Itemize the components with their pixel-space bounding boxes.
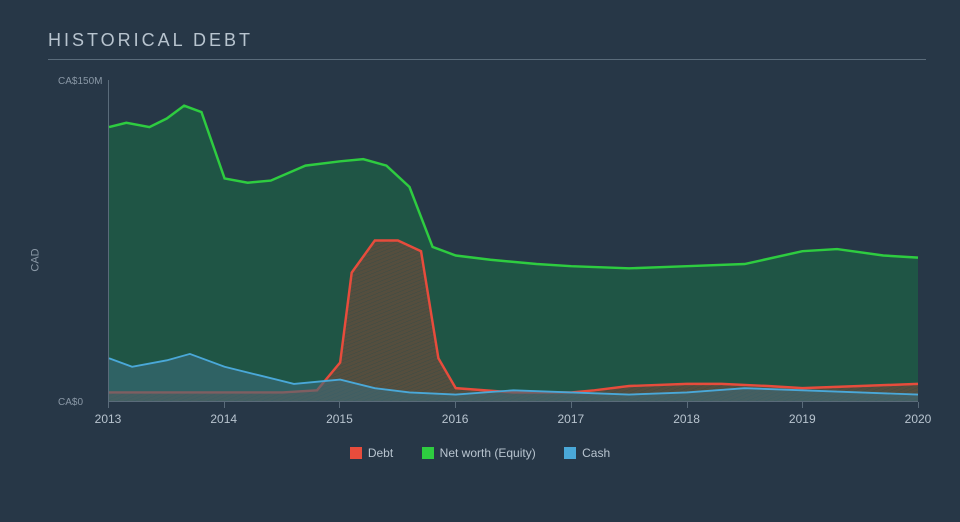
x-tick: 2017 [557, 412, 584, 426]
legend-item-debt: Debt [350, 446, 393, 460]
plot-region [108, 80, 918, 402]
x-tick-mark [918, 402, 919, 408]
chart-area: CAD CA$150M CA$0 20132014201520162017201… [30, 80, 930, 440]
legend-item-equity: Net worth (Equity) [422, 446, 536, 460]
x-tick: 2014 [210, 412, 237, 426]
x-tick: 2015 [326, 412, 353, 426]
x-tick: 2018 [673, 412, 700, 426]
legend-swatch-equity [422, 447, 434, 459]
x-tick-mark [108, 402, 109, 408]
legend-label-cash: Cash [582, 446, 610, 460]
legend-swatch-cash [564, 447, 576, 459]
x-tick-mark [339, 402, 340, 408]
x-tick-mark [802, 402, 803, 408]
x-tick: 2016 [442, 412, 469, 426]
y-axis-label: CAD [30, 248, 42, 271]
legend-label-equity: Net worth (Equity) [440, 446, 536, 460]
x-tick-mark [687, 402, 688, 408]
x-tick: 2019 [789, 412, 816, 426]
legend-label-debt: Debt [368, 446, 393, 460]
x-tick-mark [224, 402, 225, 408]
chart-title: HISTORICAL DEBT [48, 30, 930, 51]
title-underline [48, 59, 926, 60]
y-tick-bottom: CA$0 [58, 397, 83, 408]
x-tick: 2013 [95, 412, 122, 426]
x-tick-mark [455, 402, 456, 408]
legend: Debt Net worth (Equity) Cash [30, 446, 930, 464]
chart-container: HISTORICAL DEBT CAD CA$150M CA$0 2013 201… [0, 0, 960, 522]
x-tick-mark [571, 402, 572, 408]
x-tick: 2020 [905, 412, 932, 426]
legend-item-cash: Cash [564, 446, 610, 460]
y-tick-top: CA$150M [58, 76, 102, 87]
legend-swatch-debt [350, 447, 362, 459]
plot-svg [109, 80, 918, 401]
